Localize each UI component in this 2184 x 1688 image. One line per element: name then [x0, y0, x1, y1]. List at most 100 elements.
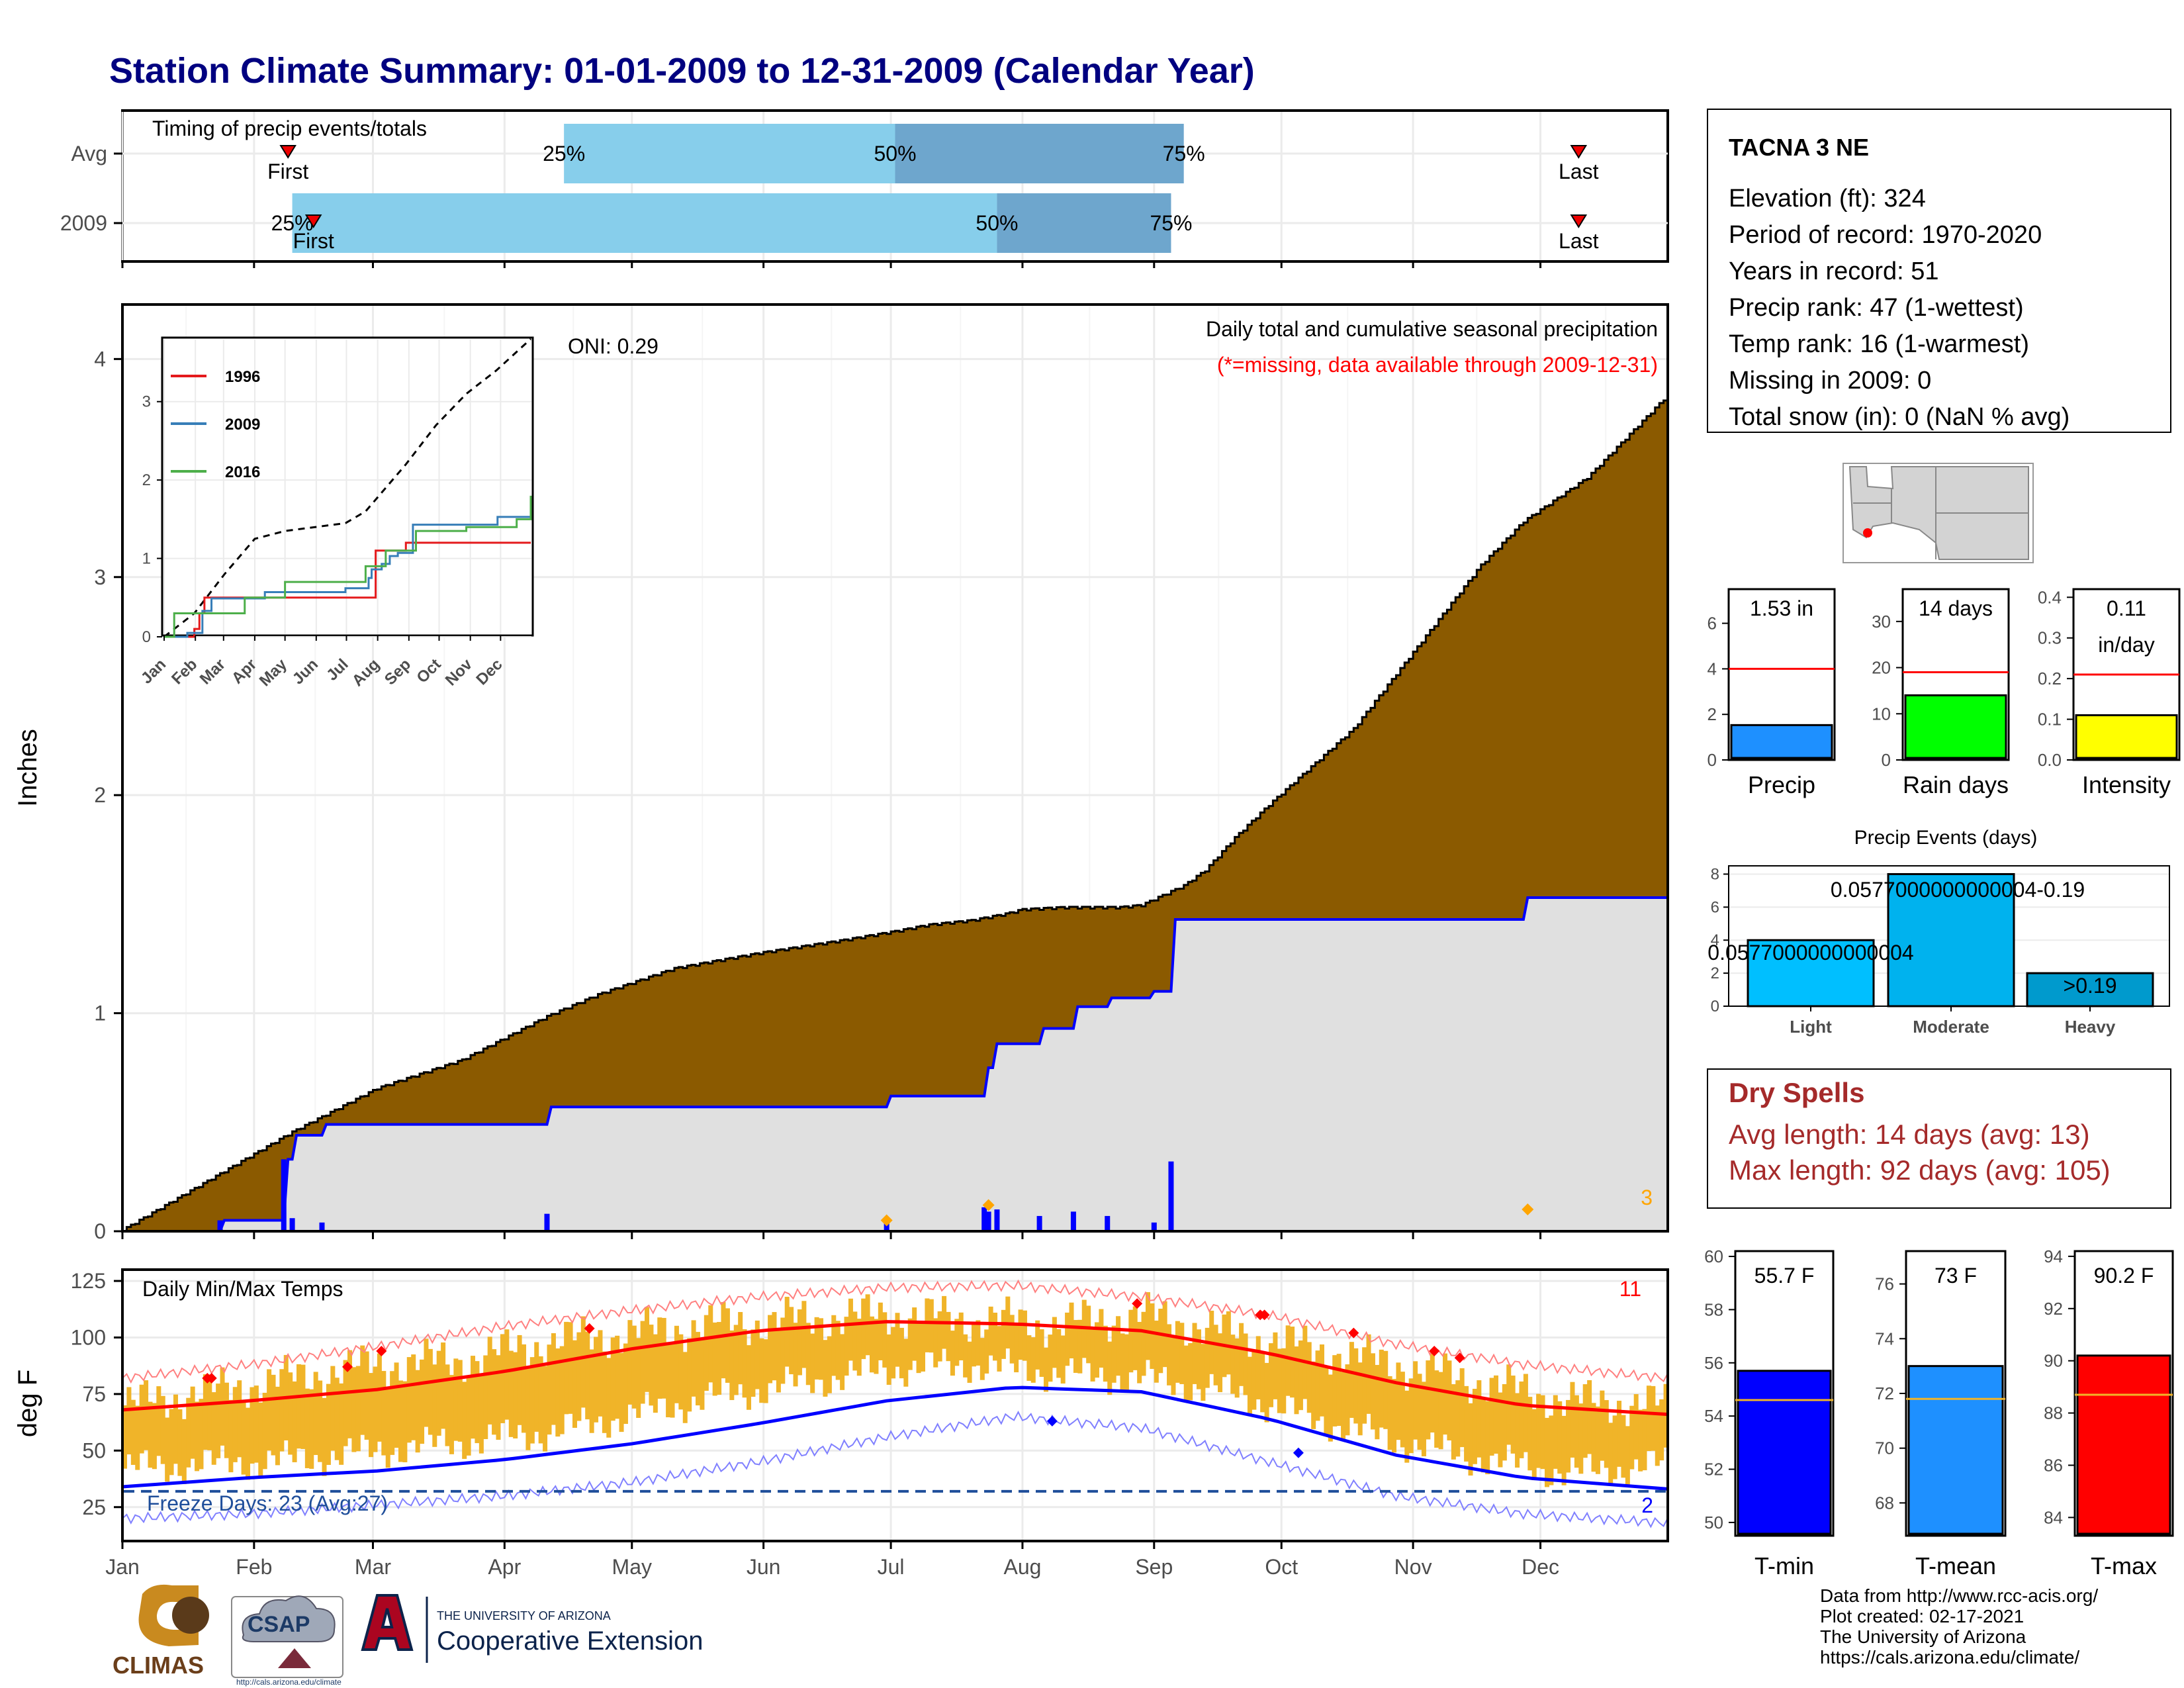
daily-temp-range-bar: [347, 1350, 353, 1438]
daily-temp-range-bar: [559, 1346, 565, 1434]
daily-temp-range-bar: [177, 1409, 183, 1476]
first-event-marker: [304, 214, 322, 228]
precip-box-tick-label: 0: [1882, 750, 1891, 770]
daily-temp-range-bar: [712, 1322, 717, 1396]
daily-temp-range-bar: [606, 1358, 612, 1438]
temp-box-tick-label: 70: [1875, 1438, 1894, 1458]
daily-temp-range-bar: [1515, 1393, 1520, 1468]
inset-legend-label: 1996: [225, 368, 260, 386]
daily-temp-range-bar: [1167, 1324, 1172, 1385]
temp-stat-boxes: 50 52 54 56 58 60 55.7 F T-min 68 70 72 74 76 73 F T-m…: [1704, 1246, 2174, 1579]
daily-temp-range-bar: [1107, 1341, 1113, 1395]
daily-temp-range-bar: [504, 1329, 510, 1420]
daily-temp-range-bar: [1540, 1395, 1545, 1470]
csap-url: http://cals.arizona.edu/climate: [236, 1677, 341, 1687]
daily-temp-range-bar: [364, 1351, 369, 1440]
daily-temp-range-bar: [1426, 1360, 1431, 1440]
daily-temp-range-bar: [300, 1364, 306, 1449]
temp-box-tick-label: 56: [1704, 1353, 1723, 1373]
daily-temp-range-bar: [1281, 1348, 1287, 1414]
timing-p75-label: 75%: [1163, 142, 1205, 165]
daily-temp-range-bar: [330, 1366, 336, 1451]
daily-precip-bar: [1168, 1161, 1174, 1231]
daily-temp-range-bar: [1523, 1374, 1528, 1452]
max-record-count: 11: [1619, 1277, 1641, 1301]
precip-box-unit-label: in/day: [2098, 633, 2154, 657]
daily-temp-range-bar: [1255, 1336, 1261, 1399]
daily-temp-range-bar: [1035, 1320, 1040, 1370]
month-tick-label: Mar: [355, 1555, 391, 1579]
daily-temp-range-bar: [979, 1338, 985, 1380]
dry-spells-title: Dry Spells: [1729, 1077, 1864, 1108]
temp-box-value-label: 90.2 F: [2094, 1264, 2154, 1288]
daily-temp-range-bar: [907, 1318, 913, 1370]
daily-temp-range-bar: [1056, 1329, 1062, 1378]
page-title: Station Climate Summary: 01-01-2009 to 1…: [109, 51, 1255, 91]
daily-temp-range-bar: [971, 1321, 976, 1367]
daily-temp-range-bar: [517, 1335, 522, 1425]
daily-temp-range-bar: [1306, 1342, 1312, 1413]
daily-temp-range-bar: [763, 1339, 768, 1403]
daily-temp-range-bar: [746, 1345, 751, 1410]
station-info-line: Elevation (ft): 324: [1729, 185, 1926, 212]
max-record-marker: [1429, 1346, 1440, 1356]
obs-cumulative-line: [122, 896, 1668, 1233]
daily-temp-range-bar: [1506, 1364, 1512, 1445]
daily-temp-range-bar: [207, 1374, 212, 1450]
daily-temp-range-bar: [1561, 1415, 1567, 1485]
station-info-line: Missing in 2009: 0: [1729, 367, 1931, 395]
credits: Data from http://www.rcc-acis.org/Plot c…: [1820, 1585, 2098, 1667]
daily-temp-range-bar: [1175, 1321, 1180, 1383]
daily-temp-range-bar: [220, 1367, 225, 1446]
daily-temp-range-bar: [1319, 1344, 1324, 1417]
precip-box-value-label: 1.53 in: [1750, 596, 1813, 620]
events-category-label: Heavy: [2065, 1017, 2116, 1037]
precip-y-axis-label: Inches: [13, 729, 42, 807]
precip-y-tick-label: 1: [94, 1002, 106, 1025]
daily-temp-range-bar: [1396, 1362, 1401, 1440]
daily-temp-range-bar: [674, 1325, 679, 1403]
daily-temp-range-bar: [835, 1321, 841, 1380]
daily-temp-range-bar: [1234, 1338, 1240, 1398]
daily-temp-range-bar: [598, 1330, 603, 1417]
daily-temp-range-bar: [381, 1371, 387, 1456]
daily-temp-range-bar: [1018, 1309, 1023, 1360]
timing-bar-50-75: [895, 124, 1184, 183]
events-y-tick-label: 2: [1711, 964, 1719, 982]
daily-temp-range-bar: [122, 1405, 128, 1469]
precip-y-tick-label: 4: [94, 347, 106, 371]
max-record-marker: [1454, 1352, 1465, 1364]
daily-temp-range-bar: [988, 1306, 993, 1356]
daily-temp-range-bar: [275, 1386, 280, 1466]
freeze-days-label: Freeze Days: 23 (Avg:27): [147, 1491, 388, 1515]
daily-temp-range-bar: [933, 1318, 938, 1368]
station-info-line: Total snow (in): 0 (NaN % avg): [1729, 403, 2070, 431]
daily-temp-range-bar: [1582, 1384, 1588, 1458]
daily-temp-range-bar: [1557, 1401, 1563, 1474]
daily-temp-range-bar: [1060, 1335, 1066, 1384]
daily-temp-range-bar: [1383, 1350, 1388, 1429]
csap-mountain: [278, 1648, 311, 1668]
daily-temp-range-bar: [1341, 1372, 1346, 1441]
temp-panel: 25 50 75 100 125 Daily Min/Max Temps 11 2 Fr…: [13, 1268, 1669, 1542]
daily-temp-range-bar: [326, 1383, 331, 1465]
daily-temp-range-bar: [725, 1308, 730, 1383]
daily-temp-range-bar: [436, 1350, 441, 1436]
daily-temp-range-bar: [874, 1319, 879, 1374]
timing-p50-label: 50%: [976, 211, 1018, 235]
daily-temp-range-bar: [144, 1380, 149, 1450]
daily-temp-range-bar: [246, 1407, 251, 1480]
precip-box-tick-label: 0.1: [2038, 710, 2062, 729]
daily-temp-range-bar: [823, 1340, 828, 1397]
daily-temp-range-bar: [322, 1397, 327, 1476]
daily-temp-range-bar: [1400, 1372, 1405, 1448]
daily-temp-range-bar: [1642, 1409, 1647, 1471]
daily-temp-range-bar: [827, 1336, 832, 1393]
daily-temp-range-bar: [594, 1336, 599, 1423]
daily-temp-range-bar: [1298, 1340, 1303, 1411]
daily-temp-range-bar: [1039, 1329, 1044, 1377]
daily-temp-range-bar: [1192, 1323, 1197, 1384]
precip-box-name: Intensity: [2082, 771, 2171, 798]
missing-count-label: 3: [1641, 1186, 1653, 1209]
precip-box-value-label: 14 days: [1919, 596, 1993, 620]
